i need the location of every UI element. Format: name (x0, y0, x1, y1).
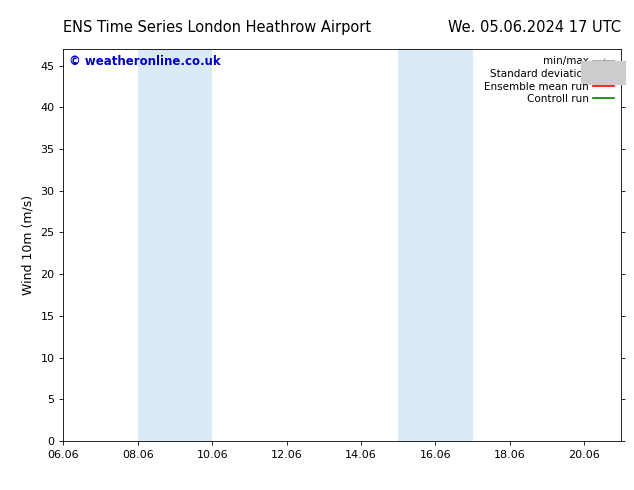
Bar (138, 49, 212, 441)
Y-axis label: Wind 10m (m/s): Wind 10m (m/s) (22, 195, 35, 295)
Text: © weatheronline.co.uk: © weatheronline.co.uk (69, 55, 221, 68)
Legend: min/max, Standard deviation, Ensemble mean run, Controll run: min/max, Standard deviation, Ensemble me… (482, 54, 616, 106)
Bar (398, 49, 472, 441)
Text: We. 05.06.2024 17 UTC: We. 05.06.2024 17 UTC (448, 20, 621, 35)
Text: ENS Time Series London Heathrow Airport: ENS Time Series London Heathrow Airport (63, 20, 372, 35)
